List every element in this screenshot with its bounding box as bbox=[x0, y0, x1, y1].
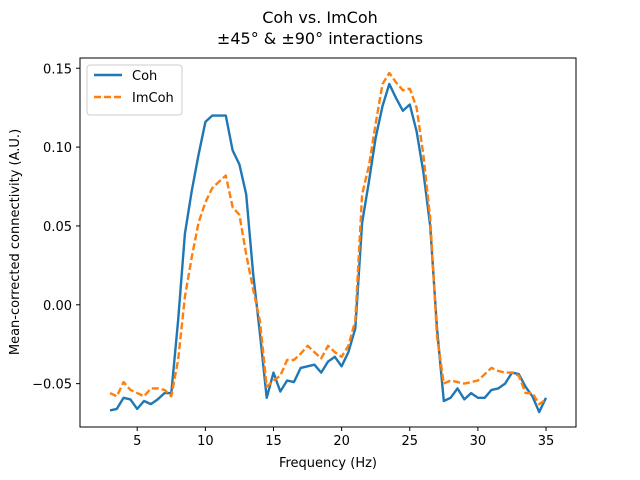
chart-title-line1: Coh vs. ImCoh bbox=[262, 8, 378, 27]
x-tick-label: 15 bbox=[265, 434, 282, 449]
x-axis-label: Frequency (Hz) bbox=[279, 456, 377, 471]
legend-box bbox=[86, 64, 183, 116]
legend: Coh ImCoh bbox=[86, 64, 183, 116]
series-line-coh bbox=[109, 82, 548, 414]
y-axis-label: Mean-corrected connectivity (A.U.) bbox=[8, 129, 23, 355]
y-tick-label: 0.15 bbox=[43, 62, 72, 77]
y-tick-label: 0.10 bbox=[43, 141, 72, 156]
x-axis-ticks: 5 10 15 20 25 30 35 bbox=[133, 427, 554, 449]
y-tick-label: −0.05 bbox=[32, 378, 72, 393]
legend-imcoh-label: ImCoh bbox=[132, 91, 174, 106]
series-line-imcoh bbox=[109, 71, 547, 406]
chart-title-line2: ±45° & ±90° interactions bbox=[217, 29, 423, 48]
legend-coh-label: Coh bbox=[132, 69, 157, 84]
x-tick-label: 5 bbox=[133, 434, 141, 449]
axes-frame bbox=[79, 57, 577, 428]
x-tick-label: 25 bbox=[401, 434, 418, 449]
plot-area bbox=[109, 71, 548, 414]
y-tick-label: 0.00 bbox=[43, 299, 72, 314]
x-tick-label: 35 bbox=[538, 434, 555, 449]
y-tick-label: 0.05 bbox=[43, 220, 72, 235]
x-tick-label: 20 bbox=[333, 434, 350, 449]
y-axis-ticks: −0.05 0.00 0.05 0.10 0.15 bbox=[32, 62, 80, 393]
x-tick-label: 30 bbox=[470, 434, 487, 449]
x-tick-label: 10 bbox=[197, 434, 214, 449]
